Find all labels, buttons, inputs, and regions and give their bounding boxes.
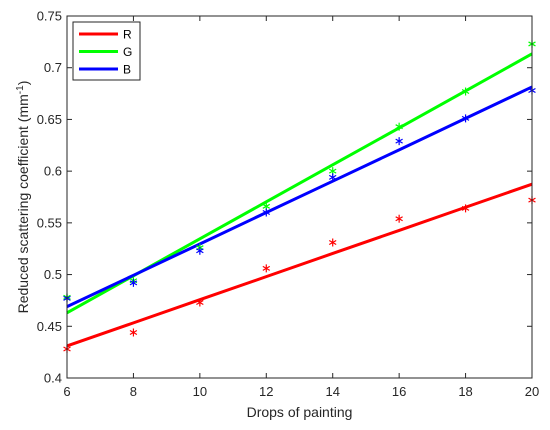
series-r-point — [262, 264, 271, 273]
series-b-point — [196, 246, 204, 255]
y-tick-label: 0.75 — [37, 9, 62, 24]
x-tick-label: 10 — [193, 384, 207, 399]
x-tick-label: 8 — [130, 384, 137, 399]
y-tick-label: 0.5 — [44, 267, 62, 282]
x-tick-label: 14 — [325, 384, 339, 399]
x-tick-label: 16 — [392, 384, 406, 399]
y-tick-label: 0.55 — [37, 215, 62, 230]
y-tick-label: 0.65 — [37, 112, 62, 127]
y-axis-label-end: ) — [15, 81, 31, 86]
y-tick-label: 0.45 — [37, 319, 62, 334]
series-r-point — [196, 298, 204, 307]
series-b-point — [461, 114, 470, 123]
x-tick-label: 6 — [63, 384, 70, 399]
y-axis-label-superscript: -1 — [15, 85, 26, 94]
series-b-fit-line — [66, 85, 533, 308]
x-axis-label: Drops of painting — [247, 404, 353, 420]
series-b-point — [129, 278, 138, 287]
x-tick-label: 12 — [259, 384, 273, 399]
series-b-point — [262, 208, 271, 217]
series-g-point — [461, 87, 470, 96]
series-r-fit-line — [66, 182, 533, 348]
series-layer — [63, 39, 536, 354]
ticks-layer: 6 8 10 12 14 16 18 20 0.4 0.45 0.5 0.55 0.6 0.65 0.7 0.… — [37, 9, 540, 400]
series-b-point — [328, 173, 337, 182]
y-axis-label: Reduced scattering coefficient (mm-1) — [15, 81, 31, 314]
series-r-point — [129, 328, 138, 337]
series-b-point — [395, 137, 403, 146]
y-tick-label: 0.7 — [44, 60, 62, 75]
plot-frame — [66, 15, 533, 379]
series-r-point — [328, 238, 337, 247]
y-tick-label: 0.6 — [44, 164, 62, 179]
legend-label-g: G — [123, 45, 132, 59]
legend: RGB — [72, 21, 141, 81]
x-tick-label: 18 — [458, 384, 472, 399]
legend-label-b: B — [123, 63, 131, 77]
series-r-point — [395, 214, 403, 223]
y-tick-label: 0.4 — [44, 371, 62, 386]
x-tick-label: 20 — [525, 384, 539, 399]
legend-label-r: R — [123, 28, 132, 42]
series-g-point — [395, 122, 403, 131]
y-axis-label-main: Reduced scattering coefficient (mm — [15, 94, 31, 313]
series-r-point — [461, 204, 470, 213]
